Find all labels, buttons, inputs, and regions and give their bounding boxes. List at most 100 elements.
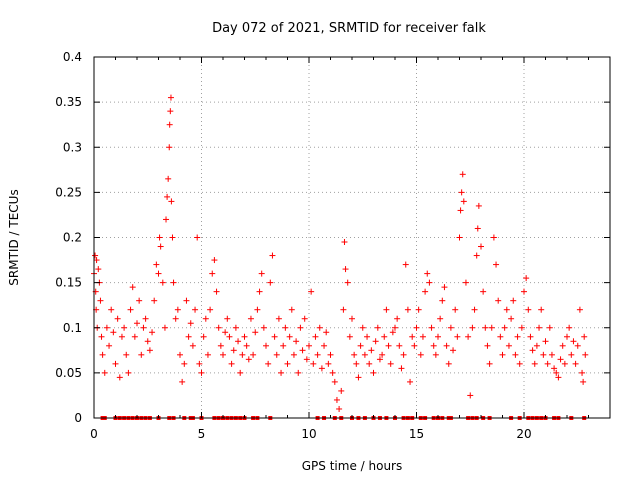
- data-point: [194, 234, 201, 241]
- data-point: [269, 252, 276, 259]
- data-point: [351, 351, 358, 358]
- data-point: [484, 342, 491, 349]
- data-point: [368, 347, 375, 354]
- data-point: [235, 338, 242, 345]
- data-point: [263, 342, 269, 349]
- data-point: [284, 360, 291, 367]
- data-point: [364, 333, 371, 340]
- data-point: [170, 279, 177, 286]
- data-point: [372, 338, 379, 345]
- y-axis-ticks: 0 0.05 0.1 0.15 0.2 0.25 0.3 0.35 0.4: [55, 50, 610, 425]
- data-point: [177, 351, 183, 358]
- data-point: [185, 333, 192, 340]
- data-point: [189, 342, 196, 349]
- data-point: [518, 324, 525, 331]
- data-point: [355, 374, 362, 381]
- data-point: [252, 329, 259, 336]
- data-point: [353, 360, 360, 367]
- data-point: [389, 329, 396, 336]
- data-point: [108, 306, 115, 313]
- data-point: [293, 338, 300, 345]
- data-point: [514, 333, 521, 340]
- data-point: [228, 360, 235, 367]
- x-tick-label: 5: [198, 427, 206, 441]
- data-point: [404, 306, 411, 313]
- data-point: [482, 324, 489, 331]
- data-point: [140, 324, 147, 331]
- data-point: [383, 306, 390, 313]
- data-point: [480, 288, 487, 295]
- data-point: [341, 239, 348, 246]
- data-point: [273, 351, 280, 358]
- data-point: [314, 351, 321, 358]
- data-point: [385, 342, 392, 349]
- data-point: [232, 324, 239, 331]
- y-axis-label: SRMTID / TECUs: [7, 189, 21, 285]
- data-point: [327, 351, 334, 358]
- data-point: [460, 198, 467, 205]
- data-point: [458, 189, 465, 196]
- data-point: [366, 360, 373, 367]
- data-point: [559, 342, 566, 349]
- data-point: [443, 342, 450, 349]
- data-point: [417, 351, 424, 358]
- data-point: [523, 275, 530, 282]
- data-point: [260, 324, 267, 331]
- data-point: [447, 324, 454, 331]
- data-point: [344, 279, 351, 286]
- x-tick-label: 20: [516, 427, 531, 441]
- data-point: [121, 324, 128, 331]
- data-point: [387, 360, 394, 367]
- data-point: [467, 392, 474, 399]
- data-point: [508, 315, 515, 322]
- data-point: [114, 315, 121, 322]
- data-point: [510, 297, 517, 304]
- data-point: [336, 405, 343, 412]
- data-point: [167, 108, 174, 115]
- data-point: [183, 297, 190, 304]
- data-point: [415, 306, 422, 313]
- data-point: [156, 234, 163, 241]
- data-point: [407, 378, 414, 385]
- data-point: [342, 266, 349, 273]
- data-point: [131, 333, 138, 340]
- data-point: [239, 351, 246, 358]
- data-point: [478, 243, 484, 250]
- data-point: [241, 333, 248, 340]
- data-point: [566, 324, 573, 331]
- data-point: [452, 306, 459, 313]
- data-point: [99, 351, 106, 358]
- data-point: [469, 324, 476, 331]
- x-axis-label: GPS time / hours: [302, 459, 403, 473]
- data-point: [582, 351, 589, 358]
- data-point: [473, 252, 480, 259]
- data-point: [169, 234, 176, 241]
- data-point: [187, 320, 194, 327]
- data-point: [136, 297, 143, 304]
- data-point: [329, 369, 336, 376]
- data-point: [256, 288, 263, 295]
- data-point: [454, 333, 461, 340]
- data-point: [157, 243, 164, 250]
- data-point: [475, 202, 482, 209]
- data-point: [379, 351, 386, 358]
- data-point: [127, 306, 134, 313]
- data-point: [243, 342, 250, 349]
- data-point: [275, 315, 282, 322]
- data-point: [402, 261, 409, 268]
- data-point: [118, 333, 125, 340]
- data-point: [258, 270, 265, 277]
- data-point: [435, 333, 441, 340]
- data-point: [493, 261, 500, 268]
- data-points: [91, 94, 589, 420]
- data-point: [286, 333, 293, 340]
- data-point: [110, 329, 117, 336]
- data-point: [138, 351, 145, 358]
- data-point: [456, 234, 463, 241]
- data-point: [112, 360, 119, 367]
- data-point: [398, 365, 405, 372]
- data-point: [474, 225, 481, 232]
- data-point: [168, 198, 175, 205]
- data-point: [338, 387, 345, 394]
- data-point: [312, 333, 319, 340]
